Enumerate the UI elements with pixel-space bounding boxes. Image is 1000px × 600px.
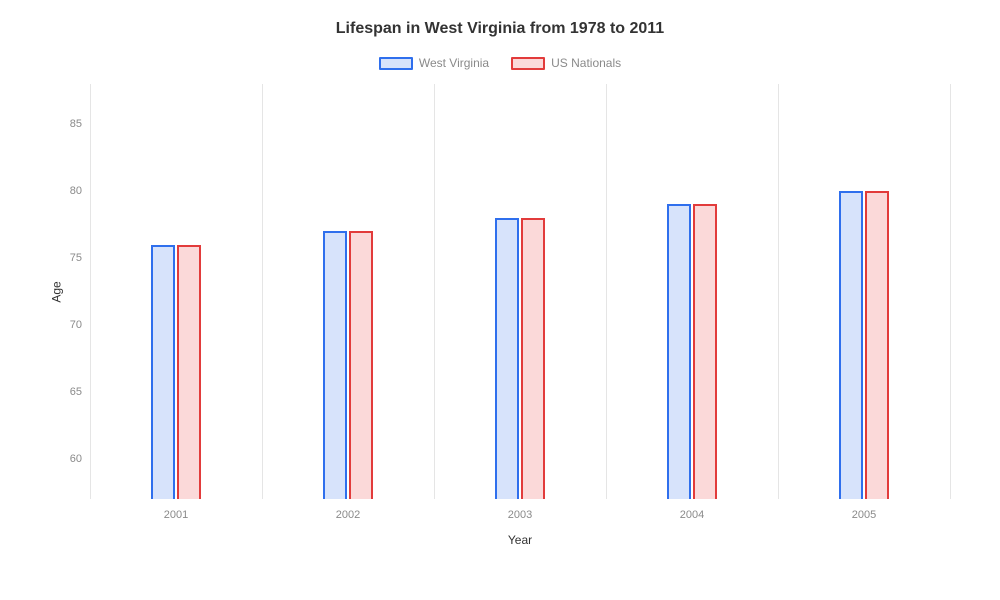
plot-area: Age 60657075808520012002200320042005 [90, 84, 950, 499]
x-tick-label: 2003 [508, 509, 532, 521]
y-tick-label: 85 [56, 118, 82, 130]
legend-swatch-0 [379, 57, 413, 70]
legend-label-1: US Nationals [551, 56, 621, 70]
x-tick-label: 2004 [680, 509, 704, 521]
bars-layer [90, 84, 950, 499]
legend-swatch-1 [511, 57, 545, 70]
bar [151, 245, 175, 499]
legend: West Virginia US Nationals [30, 56, 970, 70]
chart-container: Lifespan in West Virginia from 1978 to 2… [0, 0, 1000, 600]
legend-item-0: West Virginia [379, 56, 489, 70]
bar [495, 218, 519, 499]
grid-vline [950, 84, 951, 499]
bar [865, 191, 889, 499]
x-tick-label: 2001 [164, 509, 188, 521]
bar [349, 231, 373, 499]
legend-item-1: US Nationals [511, 56, 621, 70]
y-tick-label: 70 [56, 319, 82, 331]
y-axis-label: Age [50, 281, 64, 302]
bar [521, 218, 545, 499]
x-axis-label: Year [90, 533, 950, 547]
chart-title: Lifespan in West Virginia from 1978 to 2… [30, 20, 970, 38]
y-tick-label: 65 [56, 386, 82, 398]
legend-label-0: West Virginia [419, 56, 489, 70]
x-tick-label: 2005 [852, 509, 876, 521]
y-tick-label: 80 [56, 185, 82, 197]
bar [693, 204, 717, 499]
bar [839, 191, 863, 499]
bar [323, 231, 347, 499]
y-tick-label: 75 [56, 252, 82, 264]
bar [667, 204, 691, 499]
bar [177, 245, 201, 499]
y-tick-label: 60 [56, 453, 82, 465]
x-tick-label: 2002 [336, 509, 360, 521]
